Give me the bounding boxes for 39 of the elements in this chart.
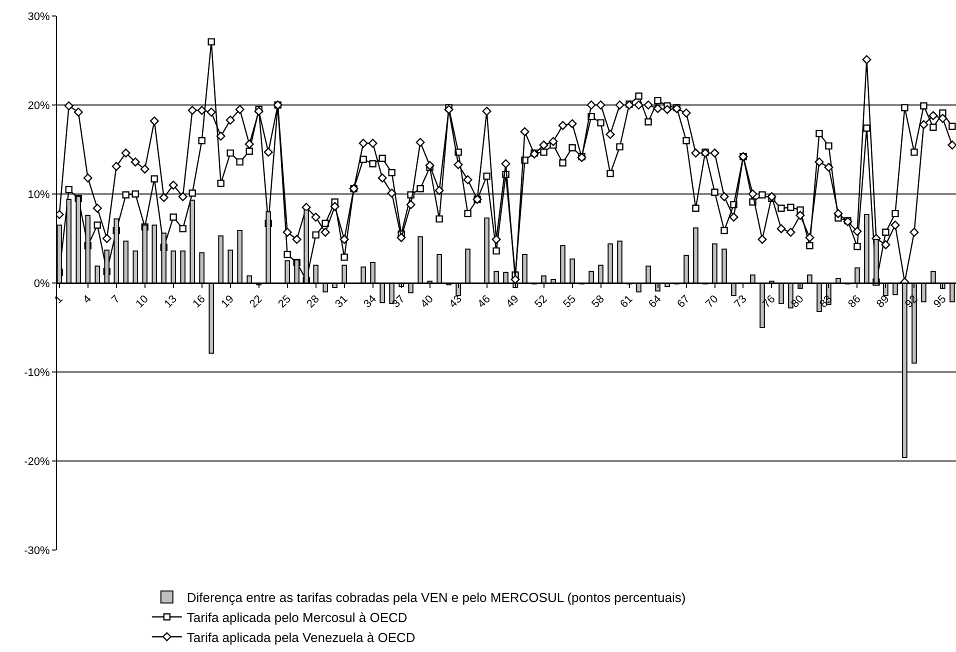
x-tick-label: 34 (362, 293, 379, 310)
x-tick-label: 67 (675, 293, 692, 310)
x-tick-label: 31 (333, 293, 350, 310)
legend-label: Tarifa aplicada pela Venezuela à OECD (186, 630, 416, 645)
x-tick-label: 40 (418, 293, 436, 310)
x-tick-label: 19 (219, 293, 236, 310)
x-tick-label: 70 (704, 293, 721, 310)
y-tick-label: -10% (24, 366, 50, 379)
y-tick-label: -30% (24, 544, 50, 557)
x-tick-label: 43 (447, 293, 464, 310)
y-tick-label: 10% (28, 188, 50, 201)
x-tick-label: 37 (390, 293, 408, 310)
x-tick-label: 73 (732, 293, 750, 310)
x-tick-label: 22 (248, 293, 265, 310)
x-tick-label: 58 (590, 293, 607, 310)
x-tick-label: 86 (846, 293, 864, 310)
legend-label: Tarifa aplicada pelo Mercosul à OECD (186, 610, 408, 625)
x-tick-label: 10 (134, 293, 151, 310)
x-tick-label: 46 (476, 293, 493, 310)
x-tick-label: 64 (646, 293, 664, 310)
x-tick-label: 95 (932, 293, 949, 310)
x-tick-label: 52 (532, 293, 550, 310)
x-tick-label: 89 (874, 293, 892, 310)
x-tick-label: 25 (276, 293, 294, 310)
x-tick-label: 28 (304, 293, 322, 310)
x-tick-label: 80 (789, 293, 806, 310)
y-tick-label: -20% (24, 456, 50, 468)
x-tick-label: 4 (81, 293, 94, 306)
y-tick-label: 30% (28, 10, 50, 23)
x-tick-label: 16 (190, 293, 208, 310)
y-tick-label: 0% (34, 278, 50, 290)
x-tick-label: 7 (110, 293, 122, 306)
x-tick-label: 13 (162, 293, 180, 310)
y-tick-label: 20% (28, 100, 50, 112)
legend-label: Diferença entre as tarifas cobradas pela VEN e pelo MERCOSUL (pontos percentuais) (186, 590, 686, 606)
x-tick-label: 55 (561, 293, 578, 310)
x-tick-label: 61 (618, 293, 636, 310)
x-tick-label: 76 (760, 293, 778, 310)
x-tick-label: 49 (504, 293, 522, 310)
